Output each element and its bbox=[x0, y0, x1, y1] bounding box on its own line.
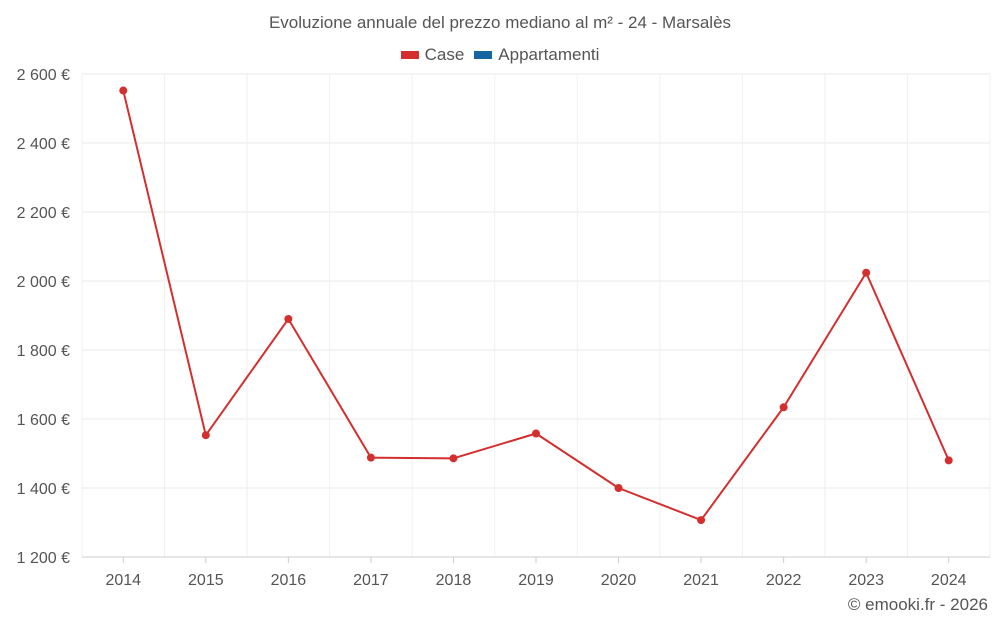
chart-legend: Case Appartamenti bbox=[0, 45, 1000, 65]
data-point-case-2023[interactable] bbox=[862, 268, 871, 277]
x-tick-label: 2023 bbox=[848, 572, 884, 589]
y-tick-label: 1 600 € bbox=[17, 412, 70, 429]
legend-swatch-case bbox=[400, 51, 419, 59]
data-point-case-2017[interactable] bbox=[366, 453, 375, 462]
legend-item-appartamenti[interactable]: Appartamenti bbox=[474, 45, 599, 65]
series-layer bbox=[119, 86, 953, 525]
data-point-case-2024[interactable] bbox=[944, 456, 953, 465]
x-tick-label: 2020 bbox=[601, 572, 637, 589]
legend-item-case[interactable]: Case bbox=[400, 45, 465, 65]
y-tick-label: 1 800 € bbox=[17, 343, 70, 360]
axis-layer: 1 200 € 1 400 € 1 600 € 1 800 € 2 000 € 2 200… bbox=[17, 67, 990, 589]
x-tick-label: 2022 bbox=[766, 572, 802, 589]
data-point-case-2018[interactable] bbox=[449, 454, 458, 463]
data-point-case-2014[interactable] bbox=[119, 86, 128, 95]
data-point-case-2016[interactable] bbox=[284, 314, 293, 323]
y-tick-label: 2 600 € bbox=[17, 67, 70, 84]
legend-swatch-appartamenti bbox=[474, 51, 493, 59]
x-tick-label: 2015 bbox=[188, 572, 224, 589]
y-tick-label: 2 200 € bbox=[17, 205, 70, 222]
chart-title: Evoluzione annuale del prezzo mediano al… bbox=[268, 13, 732, 32]
x-tick-label: 2018 bbox=[436, 572, 472, 589]
grid-layer bbox=[81, 73, 991, 558]
data-point-case-2022[interactable] bbox=[779, 403, 788, 412]
data-point-case-2015[interactable] bbox=[201, 431, 210, 440]
legend-label-appartamenti: Appartamenti bbox=[498, 45, 600, 64]
footer-credit: © emooki.fr - 2026 bbox=[847, 595, 988, 614]
x-tick-label: 2014 bbox=[105, 572, 141, 589]
x-tick-label: 2024 bbox=[931, 572, 967, 589]
x-tick-label: 2017 bbox=[353, 572, 389, 589]
y-tick-label: 2 400 € bbox=[17, 136, 70, 153]
data-point-case-2021[interactable] bbox=[697, 516, 706, 525]
y-tick-label: 2 000 € bbox=[17, 274, 70, 291]
legend-label-case: Case bbox=[424, 45, 465, 64]
x-tick-label: 2021 bbox=[683, 572, 719, 589]
data-point-case-2020[interactable] bbox=[614, 484, 623, 492]
x-tick-label: 2016 bbox=[271, 572, 307, 589]
x-tick-label: 2019 bbox=[518, 572, 554, 589]
data-point-case-2019[interactable] bbox=[532, 429, 540, 438]
y-tick-label: 1 400 € bbox=[17, 481, 70, 498]
y-tick-label: 1 200 € bbox=[17, 550, 70, 567]
